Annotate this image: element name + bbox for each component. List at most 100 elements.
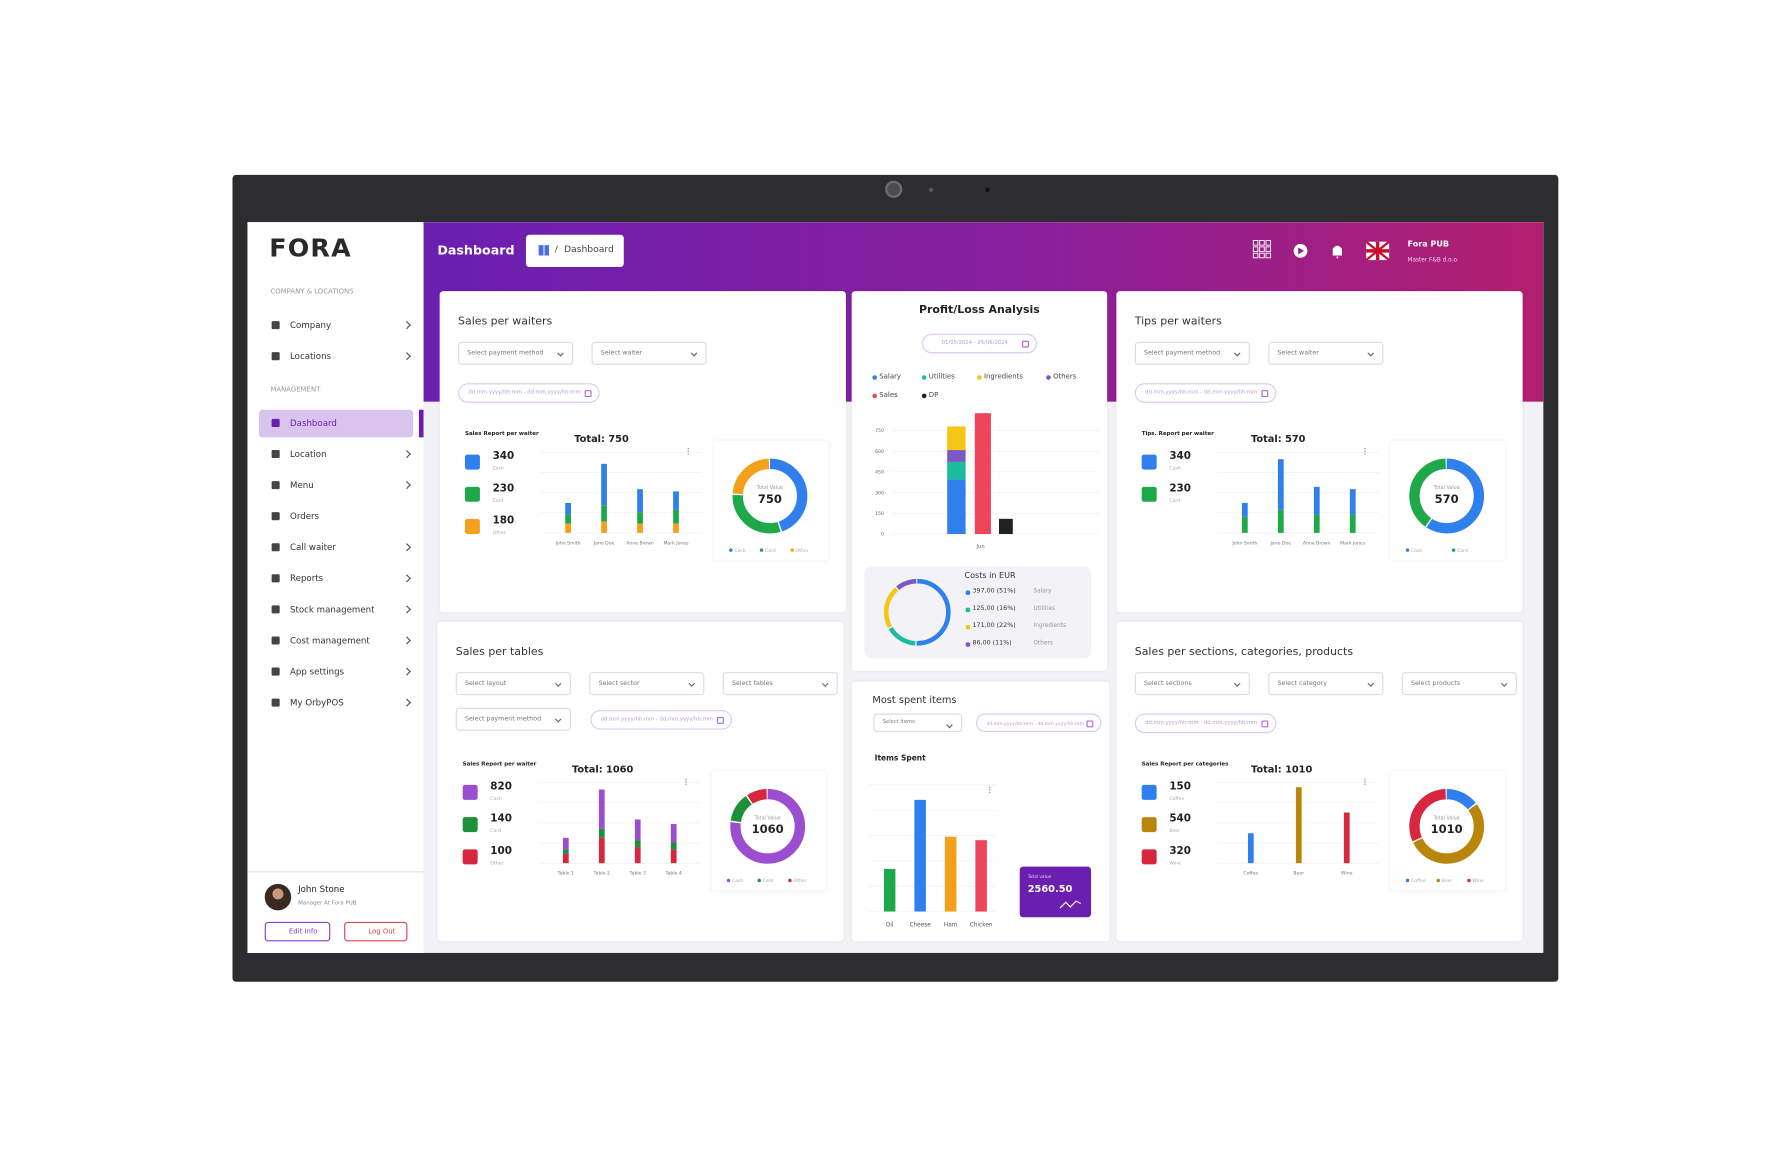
menu-item[interactable]: Dashboard [258,409,414,438]
active-marker [418,409,424,438]
apps-icon [1259,246,1265,252]
card: Sales per waiters Select payment method Se… [439,291,846,613]
bar [1343,812,1350,864]
donut-segment [732,458,808,534]
category-label: Oil [886,922,894,928]
donut-total: 1060 [752,822,784,836]
select[interactable]: Select products [1401,672,1517,696]
bar-segment [670,849,677,864]
category-label: Jun [976,544,985,550]
category-label: Anne Brown [1303,540,1331,546]
bar-segment [601,463,607,506]
legend-dot [921,393,927,399]
y-tick-label: 150 [875,511,884,517]
breadcrumb-icon [538,245,549,256]
menu-label: Menu [290,479,314,491]
user-role: Manager At Fora PUB [298,901,357,907]
company-name: Master F&B d.o.o. [1407,256,1459,264]
menu-dot [687,448,689,450]
bar-segment [670,842,677,850]
trend-icon [1059,900,1081,909]
bar [1295,787,1302,864]
logout-button[interactable]: Log Out [344,921,408,942]
breadcrumb: / Dashboard [525,234,624,268]
select[interactable]: Select payment method [458,341,574,365]
total-box: Total value 2560.50 [1019,866,1092,918]
legend-label: Wine [1472,878,1484,884]
menu-chevron [403,665,410,677]
legend-swatch [1141,817,1157,833]
select[interactable]: Select sections [1134,672,1250,696]
menu-item[interactable]: Locations [259,343,413,371]
legend-dot [790,548,794,552]
menu-item[interactable]: Company [259,312,413,340]
edit-button[interactable]: Edit Info [264,921,331,942]
menu-label: Dashboard [290,417,337,429]
menu-item[interactable]: Cost management [259,627,413,655]
cost-value: 171,00 (22%) [972,622,1016,630]
bar [974,413,991,535]
apps-icon [1252,252,1259,259]
date-range[interactable]: dd.mm.yyyy/hh:mm - dd.mm.yyyy/hh:mm [590,710,733,730]
select[interactable]: Select waiter [591,341,707,365]
legend-dot [872,393,877,399]
menu-dot [989,789,991,791]
logo: FORA [269,234,352,264]
select[interactable]: Select tables [722,672,838,696]
screen: Dashboard / Dashboard Fora PUB Master F&B d.… [247,222,1544,953]
select[interactable]: Select sector [589,672,705,696]
select[interactable]: Select payment method [455,707,571,731]
section-heading: COMPANY & LOCATIONS [270,287,354,296]
donut-caption: Total Value [1433,485,1460,491]
legend-dot [726,878,731,883]
menu-item[interactable]: Stock management [259,596,413,624]
legend-value: 150 [1169,781,1191,793]
date-range[interactable]: dd.mm.yyyy/hh:mm - dd.mm.yyyy/hh:mm [975,713,1102,732]
menu-chevron [403,479,410,491]
menu-item[interactable]: Call waiter [259,534,413,562]
donut-legend: Coffee Beer Wine [1405,878,1484,884]
menu-label: Orders [290,510,320,522]
card-title: Profit/Loss Analysis [919,303,1040,317]
legend-value: 140 [490,813,512,826]
date-range[interactable]: dd.mm.yyyy/hh:mm - dd.mm.yyyy/hh:mm [458,383,601,403]
menu-dot [685,783,687,785]
menu-dot [1364,450,1366,453]
select[interactable]: Select waiter [1268,341,1384,365]
menu-icon [271,667,280,676]
date-range[interactable]: 01/05/2024 - 25/06/2024 [921,333,1037,354]
bar-segment [562,837,569,850]
legend-label: Salary [879,372,901,381]
menu-item[interactable]: Orders [259,503,413,531]
legend-label: Wine [1169,859,1181,866]
legend-swatch [464,486,480,502]
legend-dot [965,624,970,629]
legend-dot [921,375,927,380]
donut-total: 1010 [1431,822,1463,836]
legend-swatch [464,454,480,470]
select[interactable]: Select items [873,713,963,732]
menu-icon [271,450,280,459]
y-tick-label: 600 [875,449,884,455]
breadcrumb-text: Dashboard [563,243,614,255]
menu-item[interactable]: Reports [259,565,413,593]
menu-item[interactable]: My OrbyPOS [259,689,413,717]
bar-segment [673,491,679,510]
date-range[interactable]: dd.mm.yyyy/hh:mm - dd.mm.yyyy/hh:mm [1134,383,1277,403]
select[interactable]: Select payment method [1134,341,1250,365]
menu-item[interactable]: Location [259,441,413,469]
category-label: Table 4 [665,871,682,877]
select[interactable]: Select layout [455,672,571,696]
select[interactable]: Select category [1268,672,1384,696]
date-range[interactable]: dd.mm.yyyy/hh:mm - dd.mm.yyyy/hh:mm [1134,713,1277,734]
menu-item[interactable]: App settings [259,658,413,686]
menu-item[interactable]: Menu [259,472,413,500]
legend-dot [1436,878,1440,883]
bar-segment [1313,514,1320,533]
menu-dot [989,786,991,788]
total-label: Total: 1060 [571,764,634,776]
legend-label: Coffee [1169,795,1185,802]
category-label: Table 3 [629,871,646,877]
